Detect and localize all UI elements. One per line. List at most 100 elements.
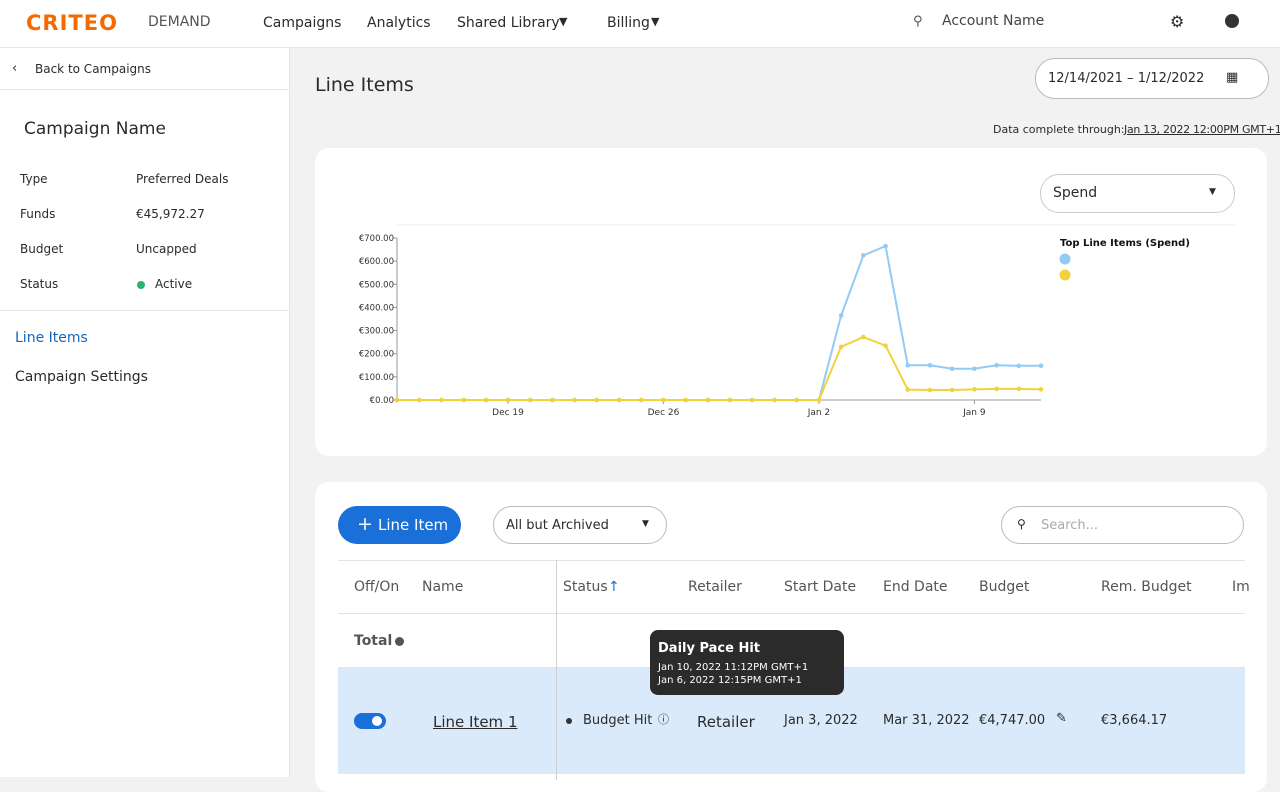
y-tick-label: €600.00	[359, 257, 394, 267]
data-point	[572, 398, 577, 403]
data-point	[839, 313, 844, 318]
data-point	[750, 398, 755, 403]
info-icon[interactable]: ⓘ	[658, 711, 669, 727]
sort-icon[interactable]: ↑	[608, 579, 620, 595]
account-search[interactable]: Account Name	[942, 13, 1044, 29]
rem-budget: €3,664.17	[1101, 713, 1167, 728]
data-point	[528, 398, 533, 403]
filter-value: All but Archived	[506, 518, 609, 533]
back-icon[interactable]: ‹	[12, 61, 17, 76]
add-line-item-button[interactable]: + Line Item	[338, 506, 461, 544]
data-point	[905, 387, 910, 392]
column-divider	[556, 560, 557, 780]
detail-value: Uncapped	[136, 242, 197, 256]
column-header: Off/On	[354, 579, 399, 595]
chart-card: Spend ▼ €0.00€100.00€200.00€300.00€400.0…	[315, 148, 1267, 456]
column-header: Budget	[979, 579, 1029, 595]
data-point	[617, 398, 622, 403]
toggle-knob	[372, 716, 382, 726]
back-link[interactable]: Back to Campaigns	[35, 62, 151, 76]
retailer: Retailer	[697, 713, 755, 731]
data-point	[817, 398, 822, 403]
data-point	[417, 398, 422, 403]
product: DEMAND	[148, 14, 211, 30]
y-tick-label: €500.00	[359, 280, 394, 290]
legend-marker	[1060, 254, 1071, 265]
y-tick-label: €700.00	[359, 234, 394, 244]
user-icon[interactable]	[1225, 14, 1239, 28]
x-tick-label: Dec 19	[492, 408, 524, 418]
detail-label: Budget	[20, 242, 63, 256]
legend-title: Top Line Items (Spend)	[1060, 238, 1190, 249]
data-point	[506, 398, 511, 403]
date-picker[interactable]: 12/14/2021 – 1/12/2022 ▦	[1035, 58, 1269, 99]
y-tick-label: €200.00	[359, 350, 394, 360]
detail-value: Preferred Deals	[136, 172, 228, 186]
data-point	[950, 388, 955, 393]
column-header: Im	[1232, 579, 1250, 595]
settings-icon[interactable]: ⚙	[1170, 12, 1184, 31]
nav-item[interactable]: Billing	[607, 15, 650, 31]
tooltip-line: Jan 6, 2022 12:15PM GMT+1	[658, 675, 802, 686]
data-point	[883, 343, 888, 348]
data-complete-value[interactable]: Jan 13, 2022 12:00PM GMT+1	[1124, 123, 1280, 136]
data-point	[550, 398, 555, 403]
column-header: Start Date	[784, 579, 856, 595]
data-complete-label: Data complete through:	[993, 123, 1125, 136]
sidebar: ‹ Back to Campaigns Campaign Name TypePr…	[0, 48, 290, 777]
start-date: Jan 3, 2022	[784, 713, 858, 728]
x-tick-label: Dec 26	[648, 408, 680, 418]
column-header: Name	[422, 579, 463, 595]
filter-select[interactable]: All but Archived ▼	[493, 506, 667, 544]
plus-icon: +	[357, 513, 373, 535]
nav-item[interactable]: Shared Library	[457, 15, 560, 31]
nav-item[interactable]: Campaigns	[263, 15, 341, 31]
data-point	[461, 398, 466, 403]
edit-icon[interactable]: ✎	[1056, 711, 1067, 726]
side-nav-item[interactable]: Line Items	[15, 330, 88, 346]
data-point	[928, 363, 933, 368]
toggle[interactable]	[354, 713, 386, 729]
total-label: Total	[354, 633, 392, 649]
data-point	[994, 387, 999, 392]
nav-item[interactable]: Analytics	[367, 15, 431, 31]
top-bar: CRITEO DEMAND Campaigns Analytics Shared…	[0, 0, 1280, 48]
data-point	[595, 398, 600, 403]
column-header: Status	[563, 579, 608, 595]
data-point	[928, 388, 933, 393]
y-tick-label: €100.00	[359, 373, 394, 383]
tooltip-title: Daily Pace Hit	[658, 641, 760, 656]
data-point	[883, 244, 888, 249]
legend-marker	[1060, 270, 1071, 281]
data-point	[1039, 387, 1044, 392]
y-tick-label: €300.00	[359, 327, 394, 337]
detail-value: €45,972.27	[136, 207, 205, 221]
caret: ▼	[642, 519, 649, 529]
help-icon[interactable]	[395, 637, 404, 646]
data-point	[972, 366, 977, 371]
data-point	[683, 398, 688, 403]
logo[interactable]: CRITEO	[26, 11, 118, 35]
data-point	[639, 398, 644, 403]
tooltip-line: Jan 10, 2022 11:12PM GMT+1	[658, 662, 808, 673]
data-point	[1016, 387, 1021, 392]
button-label: Line Item	[378, 516, 448, 534]
data-point	[972, 387, 977, 392]
data-point	[1039, 363, 1044, 368]
campaign-name: Campaign Name	[24, 119, 166, 139]
caret: ▼	[559, 15, 567, 28]
y-tick-label: €0.00	[370, 396, 394, 406]
line-item-link[interactable]: Line Item 1	[433, 713, 518, 731]
search-box[interactable]: ⚲ Search...	[1001, 506, 1244, 544]
data-point	[706, 398, 711, 403]
data-point	[728, 398, 733, 403]
side-nav-item[interactable]: Campaign Settings	[15, 369, 148, 385]
end-date: Mar 31, 2022	[883, 713, 970, 728]
date-range: 12/14/2021 – 1/12/2022	[1048, 71, 1204, 86]
calendar-icon: ▦	[1226, 70, 1238, 85]
caret: ▼	[651, 15, 659, 28]
series-line	[397, 246, 1041, 400]
page-title: Line Items	[315, 74, 414, 96]
divider	[0, 89, 290, 90]
